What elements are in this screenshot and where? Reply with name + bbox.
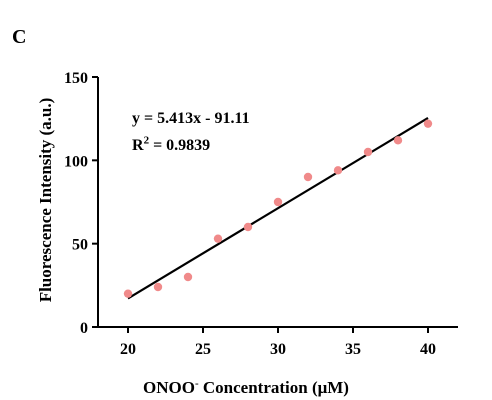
data-point: [243, 222, 253, 232]
x-tick-label: 25: [195, 341, 211, 358]
x-tick-label: 30: [270, 341, 286, 358]
x-title-sup: -: [194, 377, 199, 390]
x-title-rest: Concentration (μM): [198, 378, 349, 397]
data-point: [393, 136, 403, 145]
data-point: [153, 282, 163, 292]
data-point: [363, 147, 373, 157]
ticks: 20 25 30 35 40 0 50 100 150: [64, 70, 436, 358]
data-point: [333, 166, 343, 175]
x-tick-label: 40: [420, 341, 436, 358]
x-title-main: ONOO: [143, 378, 195, 397]
fit-line-group: [127, 117, 429, 300]
r2-sup: 2: [143, 134, 150, 147]
y-tick-label: 0: [80, 320, 88, 337]
data-points: [123, 119, 433, 298]
data-point: [213, 234, 223, 243]
y-tick-label: 150: [64, 70, 88, 87]
x-axis-title: ONOO- Concentration (μM): [0, 378, 492, 398]
data-point: [273, 197, 283, 207]
r-squared: R2 = 0.9839: [132, 134, 211, 155]
x-tick-label: 35: [345, 341, 361, 358]
y-tick-label: 100: [64, 153, 88, 170]
r2-suffix: = 0.9839: [149, 137, 211, 154]
r2-prefix: R: [132, 137, 144, 154]
x-tick-label: 20: [120, 341, 136, 358]
data-point: [303, 172, 313, 182]
y-tick-label: 50: [72, 237, 88, 254]
fit-equation: y = 5.413x - 91.11: [132, 110, 250, 127]
panel-label: C: [12, 26, 27, 48]
data-point: [183, 272, 193, 282]
data-point: [423, 119, 433, 128]
y-axis-title: Fluorescence Intensity (a.u.): [36, 97, 55, 303]
data-point: [123, 289, 133, 298]
fit-line: [127, 117, 429, 300]
